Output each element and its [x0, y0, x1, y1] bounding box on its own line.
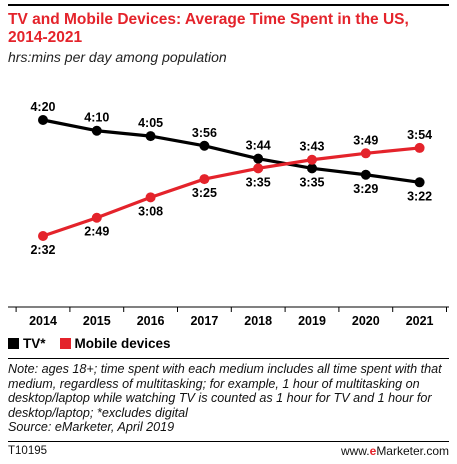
tv-data-label: 3:22	[407, 189, 432, 203]
mobile-data-point	[307, 154, 317, 165]
divider	[8, 358, 449, 359]
line-chart: 2014 2015 2016 2017 2018 2019 2020 2021 4:20 4:10…	[8, 100, 449, 328]
tv-series-line	[42, 118, 420, 184]
tv-data-label: 4:10	[84, 111, 109, 125]
tv-data-point	[91, 125, 102, 136]
bottom-divider	[8, 441, 449, 442]
tv-data-point	[414, 177, 425, 188]
legend: TV* Mobile devices	[8, 334, 185, 352]
x-tick-label: 2020	[352, 314, 380, 328]
mobile-data-label: 3:43	[299, 140, 324, 154]
tv-data-point	[38, 115, 48, 125]
mobile-data-point	[360, 148, 371, 159]
x-tick-label: 2018	[244, 314, 272, 328]
source-text: Source: eMarketer, April 2019	[8, 420, 175, 434]
legend-swatch-tv	[8, 337, 19, 349]
legend-item-mobile: Mobile devices	[59, 335, 171, 351]
mobile-data-point	[91, 212, 102, 223]
mobile-data-point	[199, 174, 210, 185]
legend-item-tv: TV*	[8, 336, 46, 351]
x-tick-label: 2017	[190, 314, 218, 328]
legend-label-tv: TV*	[23, 335, 46, 351]
mobile-data-label: 3:49	[353, 133, 378, 147]
x-tick-label: 2015	[83, 314, 111, 328]
tv-data-label: 3:29	[353, 182, 378, 196]
mobile-data-label: 3:08	[138, 204, 163, 218]
mobile-data-label: 2:49	[84, 225, 109, 239]
mobile-data-label: 3:35	[246, 175, 271, 189]
mobile-data-point	[253, 163, 264, 174]
tv-data-point	[360, 169, 371, 180]
tv-data-label: 3:56	[192, 126, 217, 140]
mobile-data-point	[38, 230, 48, 241]
tv-data-point	[145, 131, 156, 142]
mobile-data-label: 3:54	[407, 128, 432, 142]
legend-label-mobile: Mobile devices	[74, 335, 171, 351]
tv-data-label: 4:20	[30, 100, 55, 114]
x-tick-label: 2014	[29, 314, 57, 328]
x-tick-label: 2016	[137, 314, 165, 328]
brand-e: e	[369, 444, 377, 458]
mobile-data-label: 2:32	[30, 243, 55, 257]
brand-prefix: www.	[340, 444, 370, 458]
tv-data-label: 3:35	[299, 175, 324, 189]
tv-data-label: 3:44	[246, 139, 271, 153]
legend-swatch-mobile	[59, 337, 71, 349]
mobile-series-line	[42, 146, 420, 238]
x-tick-label: 2021	[406, 314, 434, 328]
chart-code: T10195	[8, 445, 48, 457]
top-rule	[8, 4, 449, 6]
footnote-text: Note: ages 18+; time spent with each med…	[8, 362, 442, 420]
mobile-data-label: 3:25	[192, 186, 217, 200]
tv-data-point	[253, 153, 264, 164]
brand-url: www.eMarketer.com	[341, 444, 449, 458]
mobile-data-point	[414, 142, 425, 153]
chart-subtitle: hrs:mins per day among population	[8, 49, 227, 65]
tv-data-point	[199, 140, 210, 151]
footnote: Note: ages 18+; time spent with each med…	[8, 362, 453, 435]
brand-suffix: Marketer.com	[376, 444, 449, 458]
chart-title: TV and Mobile Devices: Average Time Spen…	[8, 11, 409, 46]
tv-data-label: 4:05	[138, 116, 163, 130]
x-tick-label: 2019	[298, 314, 326, 328]
mobile-data-point	[145, 192, 156, 203]
tv-data-point	[307, 163, 317, 174]
